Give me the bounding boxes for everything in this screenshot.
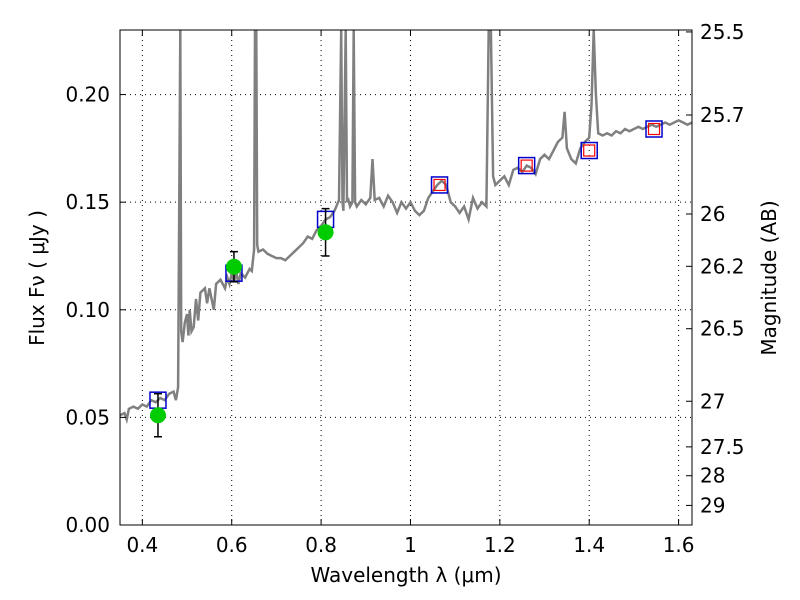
x-tick-label: 1.4 (573, 533, 605, 557)
plot-frame (119, 29, 693, 526)
y2-tick-label: 28 (700, 464, 725, 488)
observed-flux-point (225, 258, 242, 275)
grid (120, 30, 692, 526)
series-layer (120, 30, 692, 438)
x-axis-label: Wavelength λ (μm) (310, 563, 501, 587)
observed-flux-point (149, 407, 166, 424)
x-tick-label: 0.6 (216, 533, 248, 557)
x-tick-label: 1 (404, 533, 417, 557)
y2-tick-label: 25.5 (700, 20, 745, 44)
y2-tick-label: 29 (700, 493, 725, 517)
y-tick-label: 0.05 (65, 405, 110, 429)
y-axis-label: Flux Fν ( μJy ) (25, 210, 49, 346)
x-tick-label: 0.4 (126, 533, 158, 557)
observed-flux-point (317, 224, 334, 241)
spectrum-line (120, 30, 692, 425)
model-flux-inner-box (583, 144, 596, 157)
y2-tick-label: 27.5 (700, 435, 745, 459)
y-tick-label: 0.15 (65, 190, 110, 214)
y2-tick-label: 25.7 (700, 103, 745, 127)
ticks: 0.4 0.6 0.8 1 1.2 1.4 1.6 0.00 0.05 0.10 0.15 0.20 2… (65, 20, 744, 557)
model-flux-box (430, 176, 449, 194)
y2-tick-label: 26.5 (700, 317, 745, 341)
y2-tick-label: 26.2 (700, 254, 745, 278)
model-flux-box (580, 141, 598, 160)
y-tick-label: 0.00 (65, 513, 110, 537)
y2-tick-label: 27 (700, 389, 725, 413)
model-flux-inner-box (647, 122, 661, 136)
y-tick-label: 0.10 (65, 298, 110, 322)
x-tick-label: 1.6 (663, 533, 695, 557)
model-flux-inner-box (520, 159, 533, 172)
model-flux-box (645, 120, 663, 138)
y-tick-label: 0.20 (65, 83, 110, 107)
x-tick-label: 1.2 (484, 533, 516, 557)
model-flux-box (517, 156, 536, 175)
model-flux-inner-box (433, 178, 446, 192)
y2-axis-label: Magnitude (AB) (757, 200, 781, 355)
y2-tick-label: 26 (700, 202, 725, 226)
x-tick-label: 0.8 (305, 533, 337, 557)
